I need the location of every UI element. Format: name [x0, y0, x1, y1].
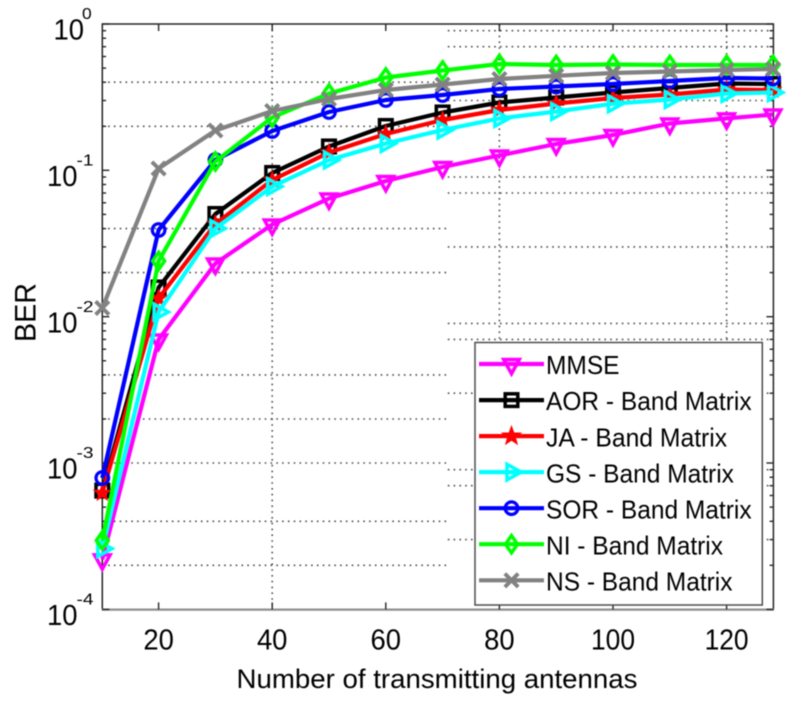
svg-text:BER: BER: [10, 283, 43, 342]
svg-text:JA - Band Matrix: JA - Band Matrix: [546, 422, 727, 452]
svg-text:10: 10: [47, 600, 78, 632]
svg-text:60: 60: [371, 624, 402, 656]
svg-text:0: 0: [82, 6, 92, 23]
svg-text:NI - Band Matrix: NI - Band Matrix: [546, 531, 723, 561]
svg-text:20: 20: [143, 624, 174, 656]
svg-text:40: 40: [257, 624, 288, 656]
svg-text:AOR - Band Matrix: AOR - Band Matrix: [546, 386, 752, 416]
svg-text:120: 120: [705, 624, 749, 656]
svg-text:10: 10: [47, 161, 78, 193]
svg-text:-2: -2: [77, 299, 94, 316]
svg-text:SOR - Band Matrix: SOR - Band Matrix: [546, 494, 752, 524]
svg-text:10: 10: [47, 454, 78, 486]
svg-text:GS - Band Matrix: GS - Band Matrix: [546, 458, 734, 488]
svg-text:NS - Band Matrix: NS - Band Matrix: [546, 567, 733, 597]
svg-text:MMSE: MMSE: [546, 350, 620, 380]
svg-text:-1: -1: [77, 153, 94, 170]
svg-text:100: 100: [591, 624, 635, 656]
svg-text:80: 80: [484, 624, 515, 656]
svg-text:-4: -4: [77, 592, 94, 609]
svg-text:10: 10: [54, 15, 85, 47]
svg-text:-3: -3: [77, 445, 94, 462]
svg-text:Number of transmitting antenna: Number of transmitting antennas: [237, 664, 638, 694]
svg-text:10: 10: [47, 307, 78, 339]
